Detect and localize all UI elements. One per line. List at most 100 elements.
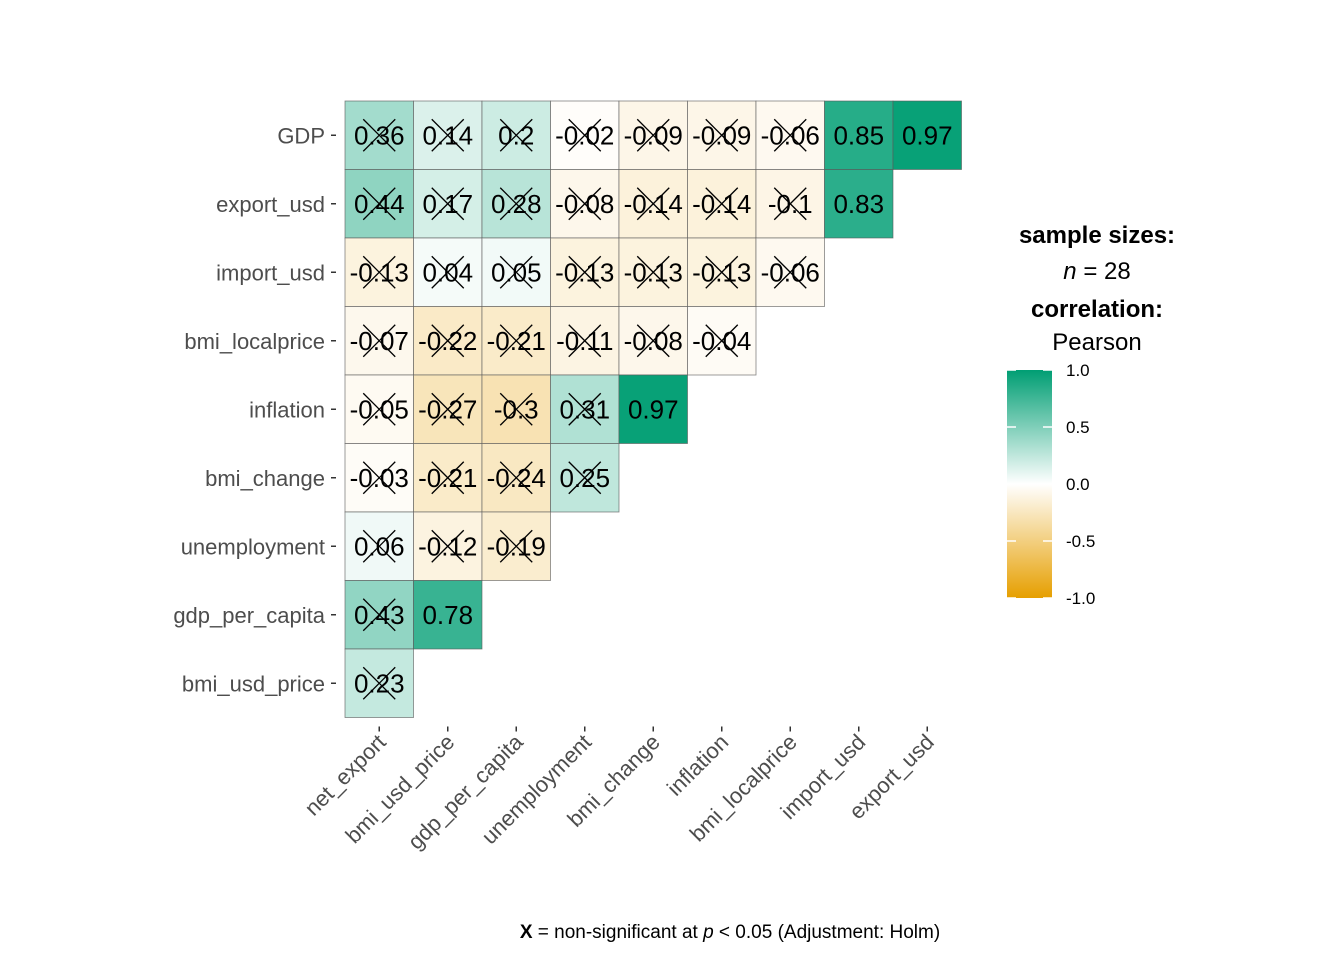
heatmap-cell: -0.3 <box>481 374 551 444</box>
cell-value-label: 0.85 <box>833 120 884 150</box>
non-significant-cross-icon <box>705 255 739 289</box>
heatmap-cell: -0.08 <box>550 169 620 239</box>
heatmap-cell: -0.21 <box>481 306 551 376</box>
non-significant-cross-icon <box>362 392 396 426</box>
legend: sample sizes: n = 28 correlation: Pearso… <box>1007 222 1175 608</box>
non-significant-cross-icon <box>362 255 396 289</box>
cell-tile <box>413 580 483 650</box>
non-significant-cross-icon <box>499 392 533 426</box>
non-significant-cross-icon <box>362 118 396 152</box>
cell-value-label: 0.97 <box>902 120 953 150</box>
y-tick-label: unemployment <box>181 534 325 559</box>
legend-ticks: 1.0 0.5 0.0 -0.5 -1.0 <box>1007 361 1095 608</box>
caption-symbol: X <box>520 922 533 943</box>
legend-tick-label: 0.0 <box>1066 475 1090 494</box>
heatmap-cell: 0.06 <box>344 511 414 581</box>
cell-tile <box>618 374 688 444</box>
heatmap-cell: 0.23 <box>344 648 414 718</box>
heatmap-cell: -0.24 <box>481 443 551 513</box>
y-tick-label: bmi_usd_price <box>182 671 325 696</box>
heatmap-cell: 0.28 <box>481 169 551 239</box>
caption: X = non-significant at p < 0.05 (Adjustm… <box>520 922 940 943</box>
y-tick-label: GDP <box>277 123 325 148</box>
non-significant-cross-icon <box>636 187 670 221</box>
heatmap-cell: -0.09 <box>618 100 688 170</box>
non-significant-cross-icon <box>773 118 807 152</box>
y-tick-label: export_usd <box>216 192 325 217</box>
non-significant-cross-icon <box>499 529 533 563</box>
non-significant-cross-icon <box>431 255 465 289</box>
non-significant-cross-icon <box>568 324 602 358</box>
cell-tile <box>892 100 962 170</box>
non-significant-cross-icon <box>431 118 465 152</box>
legend-correlation-title: correlation: <box>1031 296 1163 323</box>
legend-method: Pearson <box>1052 329 1141 356</box>
heatmap-cell: 0.17 <box>413 169 483 239</box>
cell-value-label: 0.78 <box>422 600 473 630</box>
heatmap-cell: -0.21 <box>413 443 483 513</box>
legend-tick-label: 1.0 <box>1066 361 1090 380</box>
non-significant-cross-icon <box>773 187 807 221</box>
heatmap-cell: -0.06 <box>755 237 825 307</box>
non-significant-cross-icon <box>362 461 396 495</box>
heatmap-cell: -0.19 <box>481 511 551 581</box>
heatmap-cell: -0.27 <box>413 374 483 444</box>
non-significant-cross-icon <box>431 324 465 358</box>
heatmap-cell: -0.13 <box>344 237 414 307</box>
legend-n-symbol: n <box>1063 258 1076 285</box>
y-tick-label: bmi_change <box>205 466 325 491</box>
heatmap-cell: -0.11 <box>550 306 620 376</box>
non-significant-cross-icon <box>568 255 602 289</box>
non-significant-cross-icon <box>568 118 602 152</box>
non-significant-cross-icon <box>636 118 670 152</box>
non-significant-cross-icon <box>362 187 396 221</box>
heatmap-cell: 0.04 <box>413 237 483 307</box>
non-significant-cross-icon <box>773 255 807 289</box>
non-significant-cross-icon <box>431 187 465 221</box>
heatmap-cell: -0.13 <box>687 237 757 307</box>
heatmap-cells: 0.36 0.14 0.2 -0.02 -0.09 -0.09 -0.06 0.85 0.970… <box>344 100 962 718</box>
heatmap-cell: -0.13 <box>550 237 620 307</box>
heatmap-cell: -0.06 <box>755 100 825 170</box>
cell-tile <box>824 169 894 239</box>
heatmap-cell: 0.83 <box>824 169 894 239</box>
legend-tick-label: -0.5 <box>1066 532 1095 551</box>
heatmap-cell: -0.1 <box>755 169 825 239</box>
y-axis: GDP export_usd import_usd bmi_localpriceinf… <box>173 123 336 696</box>
heatmap-cell: 0.05 <box>481 237 551 307</box>
heatmap-cell: -0.07 <box>344 306 414 376</box>
x-tick-label: gdp_per_capita <box>403 729 528 854</box>
y-tick-label: bmi_localprice <box>184 329 325 354</box>
y-tick-label: import_usd <box>216 260 325 285</box>
heatmap-cell: 0.14 <box>413 100 483 170</box>
non-significant-cross-icon <box>362 666 396 700</box>
heatmap-cell: 0.78 <box>413 580 483 650</box>
heatmap-cell: -0.08 <box>618 306 688 376</box>
non-significant-cross-icon <box>568 392 602 426</box>
non-significant-cross-icon <box>499 255 533 289</box>
heatmap-cell: -0.09 <box>687 100 757 170</box>
heatmap-cell: 0.31 <box>550 374 620 444</box>
heatmap-cell: 0.25 <box>550 443 620 513</box>
heatmap-cell: 0.85 <box>824 100 894 170</box>
non-significant-cross-icon <box>705 187 739 221</box>
non-significant-cross-icon <box>568 461 602 495</box>
non-significant-cross-icon <box>499 187 533 221</box>
y-tick-label: gdp_per_capita <box>173 603 325 628</box>
cell-value-label: 0.97 <box>628 394 679 424</box>
non-significant-cross-icon <box>499 324 533 358</box>
legend-sample-size: n = 28 <box>1063 258 1130 285</box>
caption-text-2: < 0.05 (Adjustment: Holm) <box>714 922 941 943</box>
legend-n-value: = 28 <box>1077 258 1131 285</box>
heatmap-cell: -0.02 <box>550 100 620 170</box>
heatmap-cell: -0.03 <box>344 443 414 513</box>
legend-sample-title: sample sizes: <box>1019 222 1175 249</box>
legend-tick-label: 0.5 <box>1066 418 1090 437</box>
cell-tile <box>824 100 894 170</box>
non-significant-cross-icon <box>568 187 602 221</box>
heatmap-cell: 0.97 <box>892 100 962 170</box>
heatmap-cell: -0.14 <box>687 169 757 239</box>
heatmap-cell: -0.12 <box>413 511 483 581</box>
non-significant-cross-icon <box>431 392 465 426</box>
